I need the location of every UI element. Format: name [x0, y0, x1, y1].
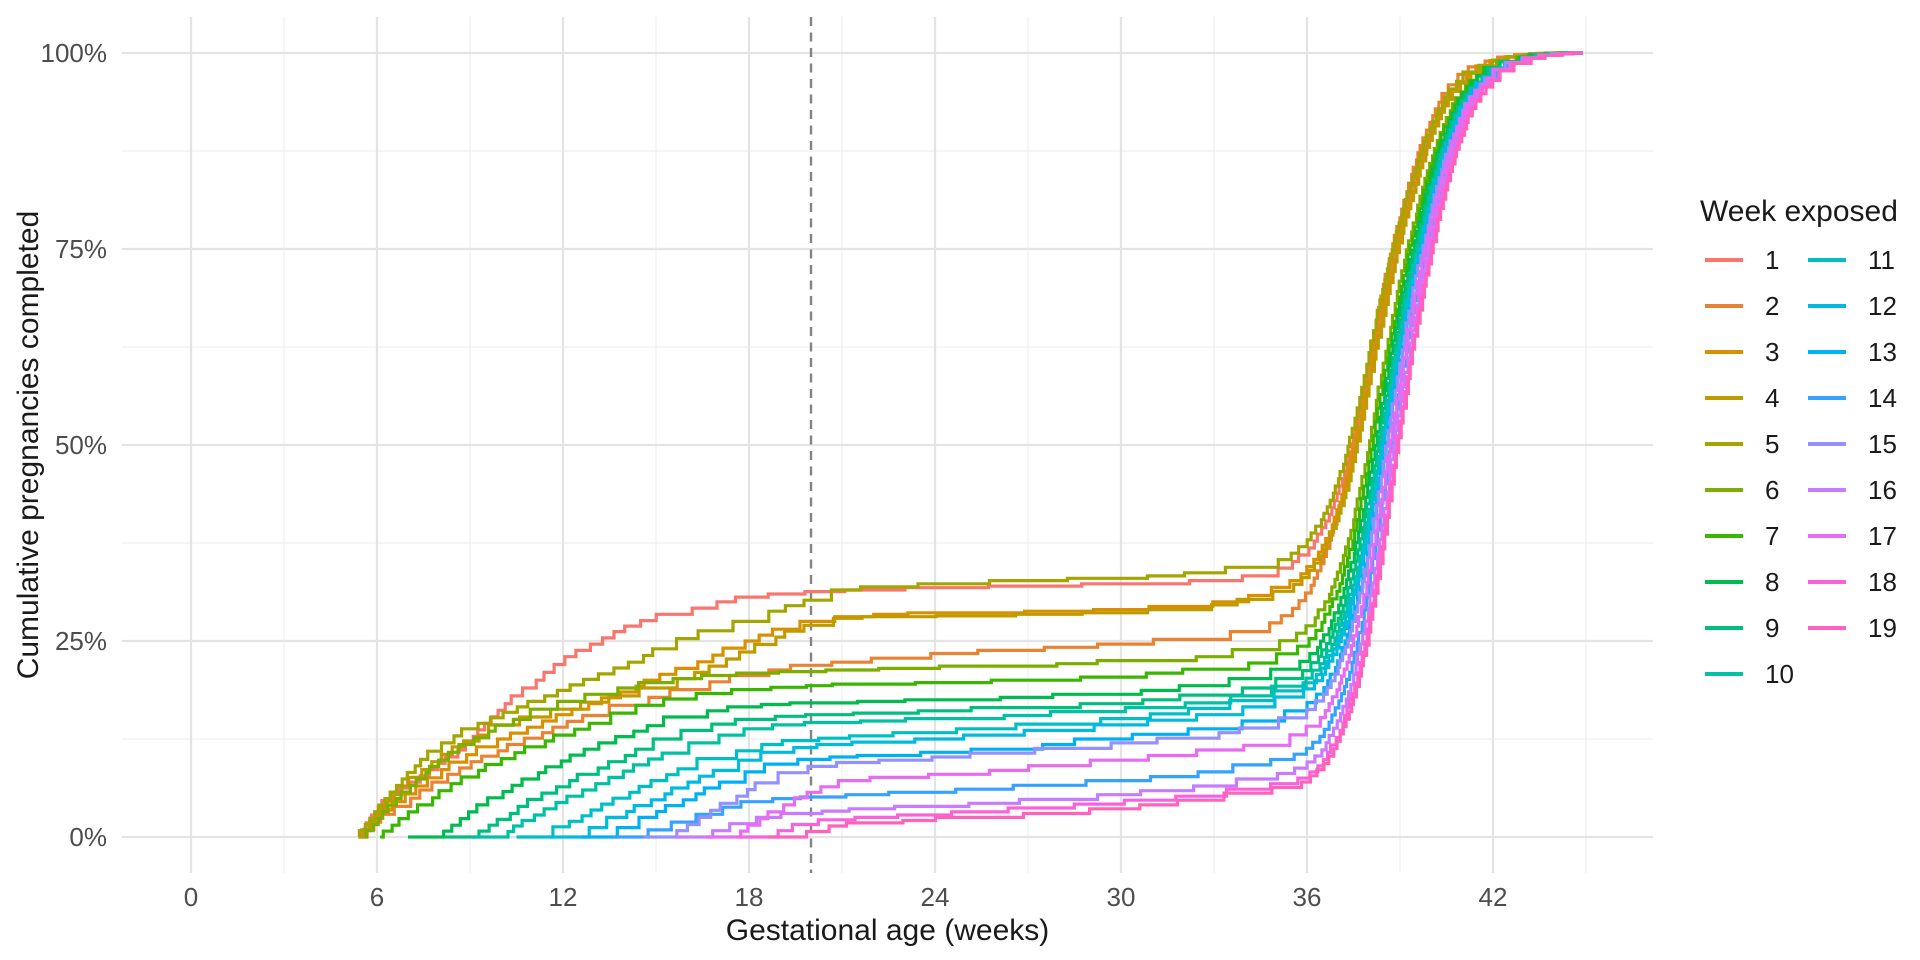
- x-tick-label-36: 36: [1293, 882, 1322, 912]
- y-tick-label-0%: 0%: [69, 822, 107, 852]
- y-tick-label-25%: 25%: [55, 626, 107, 656]
- y-tick-label-50%: 50%: [55, 430, 107, 460]
- x-tick-label-24: 24: [921, 882, 950, 912]
- y-tick-label-100%: 100%: [41, 38, 108, 68]
- legend-label-18: 18: [1868, 567, 1897, 597]
- x-tick-label-0: 0: [184, 882, 198, 912]
- legend-label-5: 5: [1765, 429, 1779, 459]
- legend-label-14: 14: [1868, 383, 1897, 413]
- legend-label-12: 12: [1868, 291, 1897, 321]
- curve-week-18: [736, 51, 1583, 839]
- legend-label-2: 2: [1765, 291, 1779, 321]
- x-tick-label-18: 18: [735, 882, 764, 912]
- legend-label-8: 8: [1765, 567, 1779, 597]
- x-axis-title: Gestational age (weeks): [726, 914, 1050, 947]
- legend-label-15: 15: [1868, 429, 1897, 459]
- x-tick-label-30: 30: [1107, 882, 1136, 912]
- legend-title: Week exposed: [1700, 195, 1898, 228]
- legend-label-19: 19: [1868, 613, 1897, 643]
- gridlines: [122, 17, 1653, 873]
- legend-label-13: 13: [1868, 337, 1897, 367]
- legend-label-11: 11: [1868, 245, 1895, 275]
- y-axis-title: Cumulative pregnancies completed: [12, 211, 45, 680]
- y-tick-label-75%: 75%: [55, 234, 107, 264]
- curves: [357, 51, 1583, 839]
- legend-label-6: 6: [1765, 475, 1779, 505]
- x-tick-label-6: 6: [370, 882, 384, 912]
- x-axis-tick-labels: 0 6 12 18 24 30 36 42: [184, 882, 1508, 912]
- curve-week-7: [380, 51, 1583, 839]
- y-axis-tick-labels: 0% 25% 50% 75% 100%: [41, 38, 108, 852]
- legend-label-3: 3: [1765, 337, 1779, 367]
- legend-label-9: 9: [1765, 613, 1779, 643]
- legend-label-7: 7: [1765, 521, 1779, 551]
- legend-label-4: 4: [1765, 383, 1779, 413]
- legend: Week exposed1234567891011121314151617181…: [1700, 195, 1898, 689]
- curve-week-17: [705, 51, 1583, 839]
- x-tick-label-42: 42: [1479, 882, 1508, 912]
- legend-label-16: 16: [1868, 475, 1897, 505]
- legend-label-1: 1: [1765, 245, 1779, 275]
- legend-label-10: 10: [1765, 659, 1794, 689]
- legend-label-17: 17: [1868, 521, 1897, 551]
- curve-week-5: [357, 51, 1583, 839]
- x-tick-label-12: 12: [549, 882, 578, 912]
- curve-week-12: [550, 51, 1583, 839]
- curve-week-19: [767, 51, 1583, 839]
